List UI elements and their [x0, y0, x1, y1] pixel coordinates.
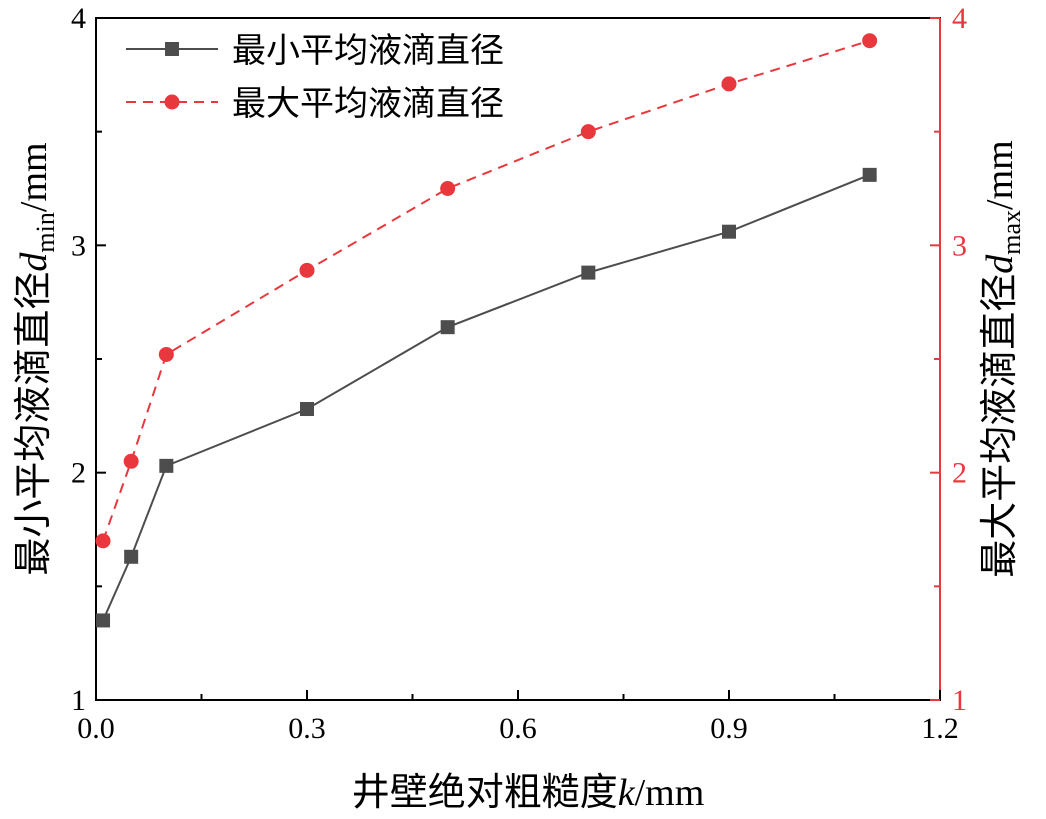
x-tick-label: 0.6	[499, 712, 537, 745]
y-left-tick-label: 1	[71, 684, 86, 717]
y-axis-label-right-var: d	[979, 254, 1021, 274]
data-point-circle	[862, 33, 878, 49]
x-axis-label-main: 井壁绝对粗糙度	[352, 770, 618, 814]
data-point-square	[96, 613, 111, 628]
legend-marker-square	[165, 42, 179, 56]
data-point-square	[581, 265, 596, 280]
legend-marker-circle	[164, 94, 180, 110]
x-axis-label: 井壁绝对粗糙度k/mm	[352, 770, 705, 814]
plot-frame	[95, 17, 941, 701]
series-line	[102, 39, 870, 542]
series-1	[96, 167, 877, 628]
ticks	[95, 17, 941, 701]
data-point-square	[159, 458, 174, 473]
data-point-square	[300, 402, 314, 417]
legend-label: 最大平均液滴直径	[232, 84, 504, 124]
y-left-tick-label: 3	[71, 229, 86, 262]
data-point-circle	[721, 76, 737, 92]
data-point-square	[722, 224, 736, 239]
x-axis-label-var: k	[618, 772, 636, 814]
y-axis-label-left-var: d	[13, 252, 55, 272]
x-tick-label: 0.3	[288, 712, 326, 745]
x-tick-label: 1.2	[921, 712, 959, 745]
data-point-circle	[95, 533, 111, 549]
y-left-tick-label: 2	[71, 457, 86, 490]
data-point-circle	[158, 346, 174, 362]
series-layer	[95, 33, 878, 628]
y-axis-label-left-main: 最小平均液滴直径	[11, 272, 55, 576]
series-2	[95, 33, 878, 549]
y-right-tick-label: 4	[952, 2, 967, 35]
data-point-square	[862, 167, 877, 182]
y-axis-label-right-unit: /mm	[979, 140, 1021, 210]
x-tick-label: 0.0	[77, 712, 115, 745]
x-axis-label-unit: /mm	[635, 772, 705, 814]
legend-item: 最大平均液滴直径	[126, 84, 504, 124]
y-axis-label-left-sub: min	[31, 212, 60, 252]
data-point-circle	[123, 453, 139, 469]
data-point-circle	[440, 181, 456, 196]
y-right-tick-label: 3	[952, 229, 967, 262]
y-right-tick-label: 1	[952, 684, 967, 717]
data-point-circle	[299, 262, 315, 278]
data-point-square	[124, 549, 139, 564]
y-axis-label-right-sub: max	[997, 210, 1026, 255]
y-axis-label-left: 最小平均液滴直径dmin/mm	[11, 142, 60, 575]
data-point-circle	[580, 124, 596, 140]
y-left-tick-label: 4	[71, 2, 86, 35]
legend-label: 最小平均液滴直径	[232, 31, 504, 71]
y-axis-label-right-main: 最大平均液滴直径	[977, 274, 1021, 578]
y-right-tick-label: 2	[952, 457, 967, 490]
series-line	[102, 173, 871, 621]
x-tick-label: 0.9	[710, 712, 748, 745]
data-point-square	[440, 320, 455, 335]
legend-item: 最小平均液滴直径	[126, 31, 504, 71]
y-axis-label-right: 最大平均液滴直径dmax/mm	[977, 140, 1026, 577]
y-axis-label-left-unit: /mm	[13, 142, 55, 212]
